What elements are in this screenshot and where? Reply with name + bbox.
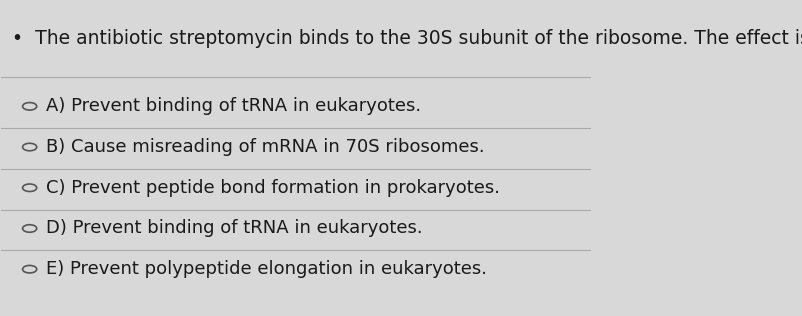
Text: C) Prevent peptide bond formation in prokaryotes.: C) Prevent peptide bond formation in pro… — [46, 179, 499, 197]
Text: E) Prevent polypeptide elongation in eukaryotes.: E) Prevent polypeptide elongation in euk… — [46, 260, 486, 278]
Text: •  The antibiotic streptomycin binds to the 30S subunit of the ribosome. The eff: • The antibiotic streptomycin binds to t… — [12, 29, 802, 48]
Text: B) Cause misreading of mRNA in 70S ribosomes.: B) Cause misreading of mRNA in 70S ribos… — [46, 138, 484, 156]
Text: A) Prevent binding of tRNA in eukaryotes.: A) Prevent binding of tRNA in eukaryotes… — [46, 97, 420, 115]
Text: D) Prevent binding of tRNA in eukaryotes.: D) Prevent binding of tRNA in eukaryotes… — [46, 220, 422, 238]
